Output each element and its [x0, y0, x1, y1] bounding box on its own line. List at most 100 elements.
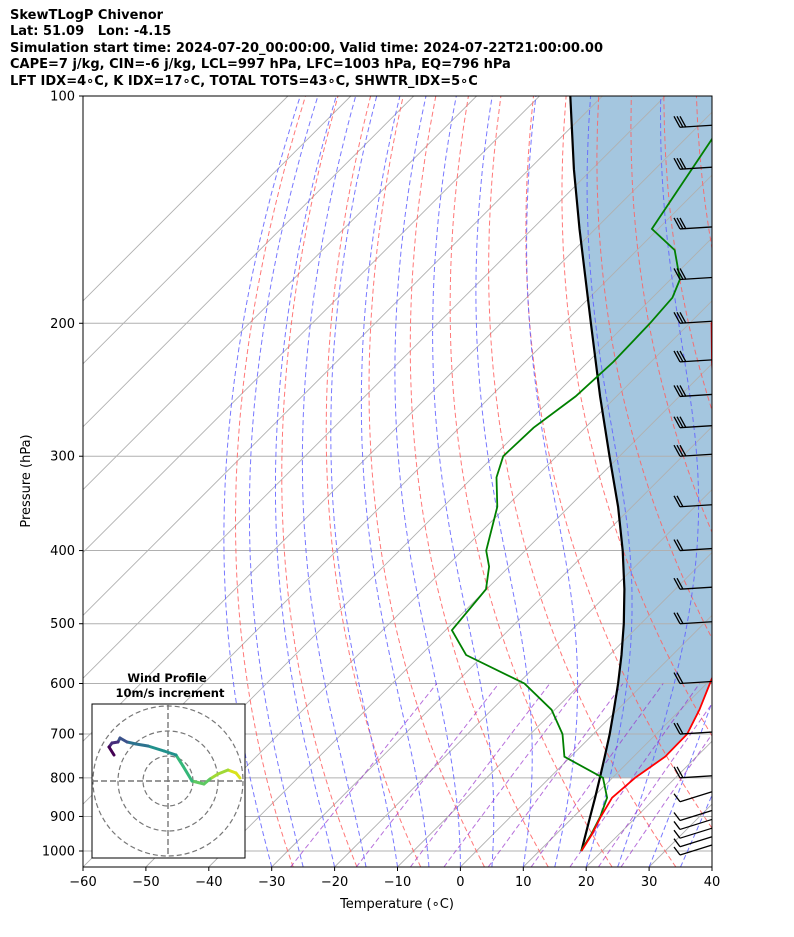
wind-barbs: [673, 115, 713, 856]
x-tick-label: −60: [69, 875, 96, 890]
y-axis: 1000 900 800 700 600 500 400 300 200 100: [42, 90, 83, 860]
isotherm-line: [397, 551, 712, 867]
wind-barb-flag: [673, 722, 681, 735]
wind-barb-flag: [673, 846, 681, 856]
wind-barb-flag: [676, 115, 684, 128]
wind-barb-flag: [679, 444, 687, 457]
wind-barb-flag: [673, 385, 681, 397]
x-tick-label: 40: [704, 875, 721, 890]
moist-adiabat: [475, 96, 533, 867]
wind-barb-flag: [673, 838, 681, 848]
wind-barb-flag: [676, 416, 684, 429]
x-axis: −60 −50 −40 −30 −20 −10 0 10 20 30 40: [69, 867, 720, 890]
wind-barb-flag: [676, 385, 684, 397]
wind-barb-flag: [676, 722, 684, 735]
wind-barb-flag: [676, 539, 684, 551]
dewpoint-line: [450, 137, 712, 852]
hodograph-segment: [181, 764, 194, 783]
dry-adiabat: [729, 96, 794, 867]
wind-barb-flag: [679, 311, 687, 324]
isotherm-line: [145, 300, 712, 867]
wind-barb-staff: [679, 680, 713, 685]
wind-barb-flag: [676, 495, 684, 508]
wind-barb-flag: [673, 766, 681, 779]
chart-header: SkewTLogP Chivenor Lat: 51.09 Lon: -4.15…: [10, 8, 603, 90]
wind-barb-staff: [679, 809, 713, 822]
wind-barb-flag: [673, 793, 681, 803]
hodograph-segment: [134, 742, 150, 748]
x-tick-label: −10: [384, 875, 411, 890]
y-tick-label: 300: [50, 450, 75, 465]
hodograph-segment: [107, 745, 116, 757]
wind-barb-staff: [679, 818, 713, 831]
dry-adiabat: [663, 96, 712, 412]
wind-barb-staff: [679, 731, 713, 735]
mixing-ratio-line: [355, 683, 500, 867]
wind-barb-flag: [676, 672, 684, 684]
moist-adiabat: [274, 96, 337, 867]
mixing-ratio-line: [290, 683, 438, 867]
hodograph-segment: [190, 779, 206, 786]
wind-barb-flag: [679, 157, 687, 170]
cape-fill: [570, 96, 712, 778]
moist-adiabat: [330, 96, 398, 867]
mixing-ratio-line: [597, 702, 712, 867]
wind-barb-flag: [673, 268, 681, 280]
index-line: LFT IDX=4∘C, K IDX=17∘C, TOTAL TOTS=43∘C…: [10, 73, 478, 89]
isotherm-line: [83, 96, 603, 617]
wind-barb-staff: [679, 586, 713, 590]
inset-subtitle: 10m/s increment: [116, 686, 225, 700]
y-tick-label: 400: [50, 544, 75, 559]
isotherm-line: [83, 96, 289, 302]
parcel-line: [569, 96, 626, 852]
isotherm-line: [83, 96, 352, 365]
x-axis-label: Temperature (∘C): [339, 897, 454, 912]
dry-adiabat: [235, 96, 306, 867]
y-tick-label: 600: [50, 677, 75, 692]
dry-adiabat: [409, 96, 549, 867]
time-line: Simulation start time: 2024-07-20_00:00:…: [10, 40, 603, 56]
wind-barb-flag: [676, 577, 684, 590]
wind-barb-staff: [679, 844, 713, 856]
moist-adiabat: [585, 96, 633, 867]
x-tick-label: 30: [641, 875, 658, 890]
x-tick-label: 20: [578, 875, 595, 890]
wind-barb-flag: [673, 350, 681, 363]
hodograph-segment: [125, 740, 138, 746]
dry-adiabat: [762, 96, 794, 867]
moist-adiabat: [526, 96, 579, 867]
wind-barb-flag: [673, 416, 681, 429]
y-tick-label: 200: [50, 317, 75, 332]
wind-barb-flag: [676, 157, 684, 170]
inset-plot: [92, 704, 245, 858]
isotherm-line: [83, 96, 666, 679]
wind-barb-flag: [673, 311, 681, 324]
dry-adiabat: [561, 96, 712, 737]
wind-barb-flag: [673, 539, 681, 551]
isotherm-line: [522, 677, 712, 867]
hodograph-segment: [216, 768, 230, 776]
wind-barb-flag: [676, 444, 684, 457]
moist-adiabat: [648, 700, 712, 867]
wind-barb-flag: [676, 612, 684, 625]
moist-adiabat: [432, 96, 495, 867]
wind-barb-flag: [673, 217, 681, 230]
x-tick-label: 10: [515, 875, 532, 890]
isotherm-line: [271, 426, 712, 867]
y-tick-label: 500: [50, 617, 75, 632]
y-tick-label: 700: [50, 728, 75, 743]
dry-adiabat: [281, 96, 358, 867]
wind-barb-flag: [676, 311, 684, 324]
mixing-ratio-line: [443, 683, 582, 867]
wind-barb-flag: [673, 612, 681, 625]
mixing-ratio-line: [409, 683, 551, 867]
wind-barb-flag: [679, 416, 687, 429]
isotherm-line: [83, 96, 540, 554]
moist-adiabat: [248, 96, 319, 867]
x-tick-label: 0: [456, 875, 464, 890]
moist-adiabat: [301, 96, 367, 867]
x-tick-label: −40: [195, 875, 222, 890]
x-tick-label: −20: [321, 875, 348, 890]
wind-barb-staff: [679, 791, 713, 803]
wind-barb-flag: [679, 385, 687, 397]
